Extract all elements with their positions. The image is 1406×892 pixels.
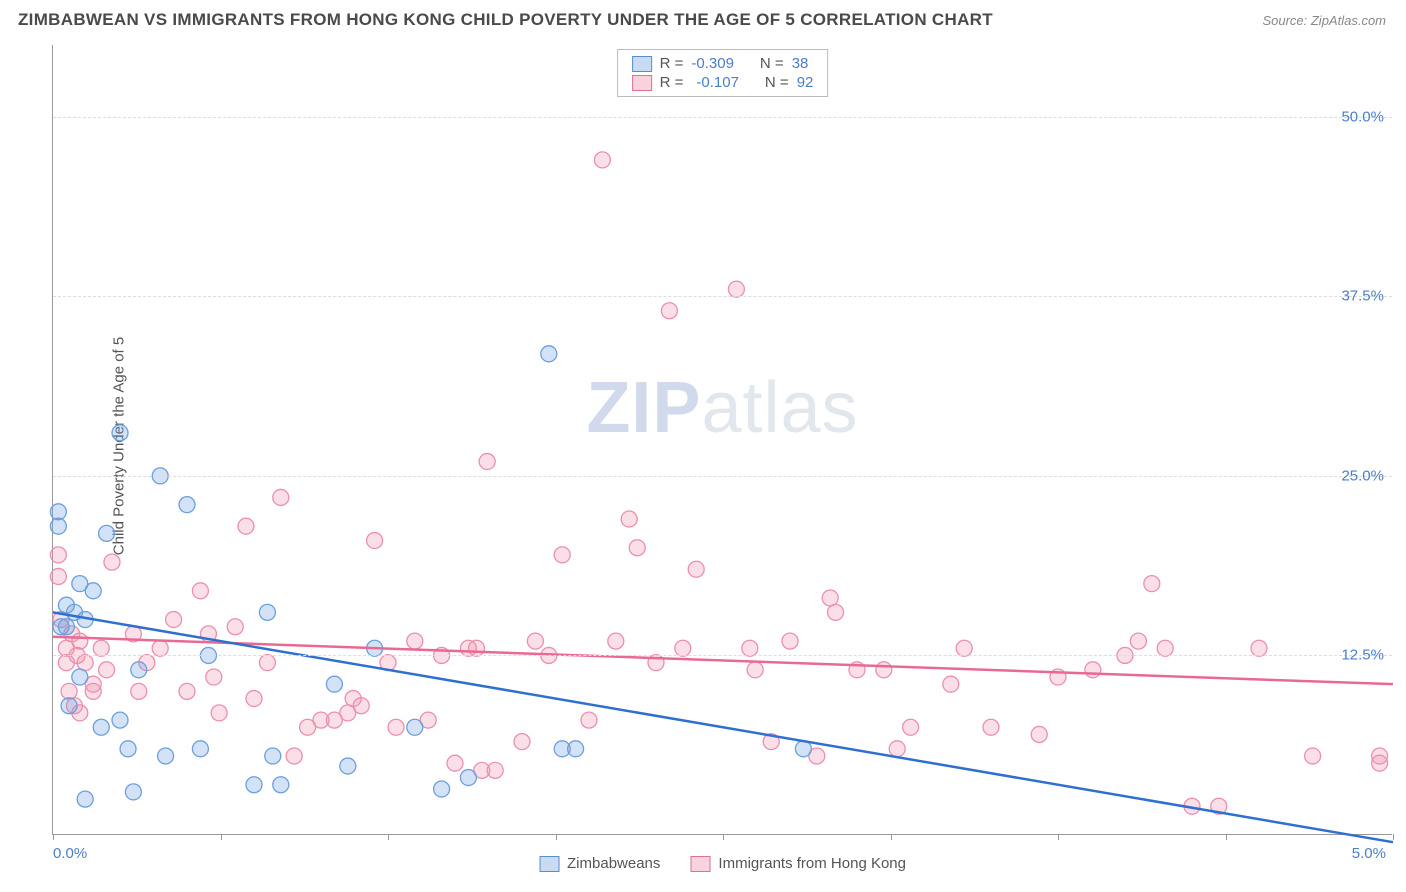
gridline	[53, 296, 1392, 297]
x-max-label: 5.0%	[1352, 845, 1386, 862]
legend-item-pink: Immigrants from Hong Kong	[690, 855, 906, 872]
y-tick-label: 50.0%	[1341, 108, 1384, 125]
chart-title: ZIMBABWEAN VS IMMIGRANTS FROM HONG KONG …	[18, 10, 993, 30]
x-tick	[1393, 834, 1394, 840]
plot-area: ZIPatlas R = -0.309 N = 38 R = -0.107 N …	[52, 45, 1392, 835]
x-tick	[388, 834, 389, 840]
x-min-label: 0.0%	[53, 845, 87, 862]
legend-row-pink: R = -0.107 N = 92	[632, 73, 814, 92]
y-tick-label: 12.5%	[1341, 647, 1384, 664]
swatch-pink-icon	[632, 75, 652, 91]
x-tick	[556, 834, 557, 840]
legend-row-blue: R = -0.309 N = 38	[632, 54, 814, 73]
swatch-pink-icon	[690, 856, 710, 872]
gridline	[53, 117, 1392, 118]
x-tick	[53, 834, 54, 840]
swatch-blue-icon	[539, 856, 559, 872]
swatch-blue-icon	[632, 56, 652, 72]
gridline	[53, 655, 1392, 656]
legend-item-blue: Zimbabweans	[539, 855, 660, 872]
source-label: Source: ZipAtlas.com	[1262, 13, 1386, 28]
series-legend: Zimbabweans Immigrants from Hong Kong	[539, 855, 906, 872]
chart-container: ZIPatlas R = -0.309 N = 38 R = -0.107 N …	[52, 45, 1392, 835]
x-tick	[221, 834, 222, 840]
x-tick	[1226, 834, 1227, 840]
y-tick-label: 37.5%	[1341, 288, 1384, 305]
x-tick	[1058, 834, 1059, 840]
scatter-plot	[53, 45, 1392, 834]
x-tick	[891, 834, 892, 840]
x-tick	[723, 834, 724, 840]
correlation-legend: R = -0.309 N = 38 R = -0.107 N = 92	[617, 49, 829, 97]
y-tick-label: 25.0%	[1341, 467, 1384, 484]
chart-header: ZIMBABWEAN VS IMMIGRANTS FROM HONG KONG …	[0, 0, 1406, 35]
gridline	[53, 476, 1392, 477]
